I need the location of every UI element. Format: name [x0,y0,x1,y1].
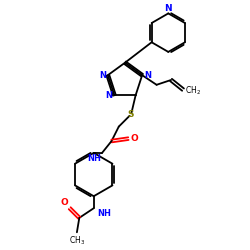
Text: N: N [164,4,172,13]
Text: N: N [144,71,151,80]
Text: S: S [128,110,134,119]
Text: NH: NH [97,209,111,218]
Text: CH$_2$: CH$_2$ [186,84,202,97]
Text: N: N [99,71,106,80]
Text: N: N [106,91,112,100]
Text: O: O [61,198,68,207]
Text: CH$_3$: CH$_3$ [69,235,85,247]
Text: O: O [131,134,138,143]
Text: NH: NH [87,154,101,163]
